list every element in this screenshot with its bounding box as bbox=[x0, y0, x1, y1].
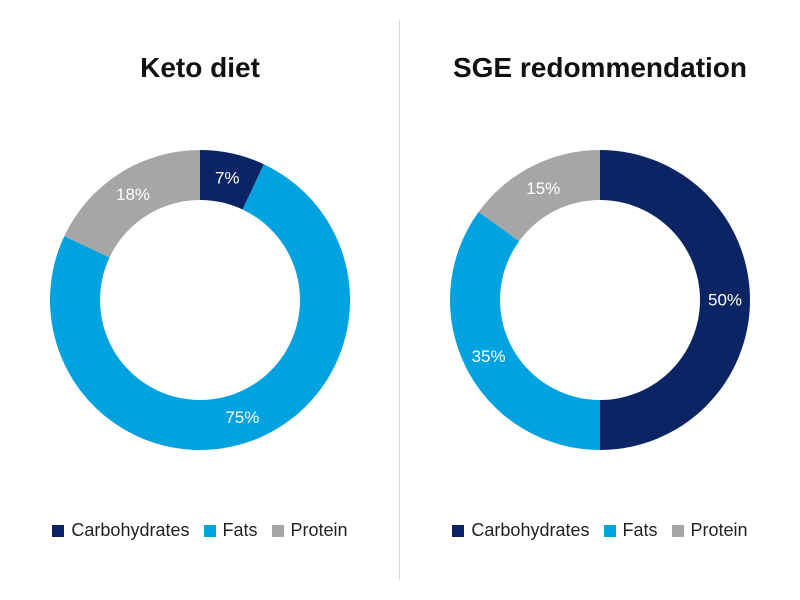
slice-label-fats: 35% bbox=[472, 347, 506, 366]
legend-swatch-protein bbox=[271, 524, 284, 537]
legend-label-fats: Fats bbox=[622, 520, 658, 540]
legend-item-protein: Protein bbox=[271, 520, 348, 541]
slice-label-protein: 18% bbox=[116, 185, 150, 204]
donut-slice-carbohydrates bbox=[200, 150, 264, 210]
donut-slice-protein bbox=[64, 150, 200, 258]
legend-swatch-fats bbox=[203, 524, 216, 537]
legend-label-protein: Protein bbox=[290, 520, 348, 540]
legend-sge: Carbohydrates Fats Protein bbox=[400, 520, 800, 541]
legend-item-fats: Fats bbox=[603, 520, 658, 541]
legend-swatch-carbohydrates bbox=[452, 524, 465, 537]
slice-label-protein: 15% bbox=[526, 179, 560, 198]
keto-donut-chart: 7% 75% 18% bbox=[50, 150, 350, 450]
keto-panel: Keto diet 7% 75% 18% Carbohydrates Fats Pr… bbox=[0, 52, 400, 541]
donut-slice-fats bbox=[50, 164, 350, 450]
legend-item-protein: Protein bbox=[671, 520, 748, 541]
legend-label-protein: Protein bbox=[690, 520, 748, 540]
legend-swatch-fats bbox=[603, 524, 616, 537]
chart-title-sge: SGE redommendation bbox=[452, 52, 748, 83]
legend-swatch-carbohydrates bbox=[52, 524, 65, 537]
donut-slice-fats bbox=[450, 211, 600, 450]
sge-donut-chart: 50% 35% 15% bbox=[450, 150, 750, 450]
legend-label-carbohydrates: Carbohydrates bbox=[471, 520, 590, 540]
sge-panel: SGE redommendation 50% 35% 15% Carbohydrat… bbox=[400, 0, 800, 600]
legend-swatch-protein bbox=[671, 524, 684, 537]
chart-title-keto: Keto diet bbox=[140, 52, 260, 83]
slice-label-carbohydrates: 7% bbox=[215, 169, 240, 188]
donut-slice-protein bbox=[478, 150, 600, 242]
legend-label-fats: Fats bbox=[222, 520, 258, 540]
legend-label-carbohydrates: Carbohydrates bbox=[71, 520, 190, 540]
legend-item-carbohydrates: Carbohydrates bbox=[452, 520, 590, 541]
panel-divider bbox=[399, 20, 400, 580]
slice-label-carbohydrates: 50% bbox=[708, 291, 742, 310]
legend-item-carbohydrates: Carbohydrates bbox=[52, 520, 190, 541]
legend-keto: Carbohydrates Fats Protein bbox=[0, 520, 400, 541]
donut-slice-carbohydrates bbox=[600, 150, 750, 450]
legend-item-fats: Fats bbox=[203, 520, 258, 541]
slice-label-fats: 75% bbox=[225, 408, 259, 427]
